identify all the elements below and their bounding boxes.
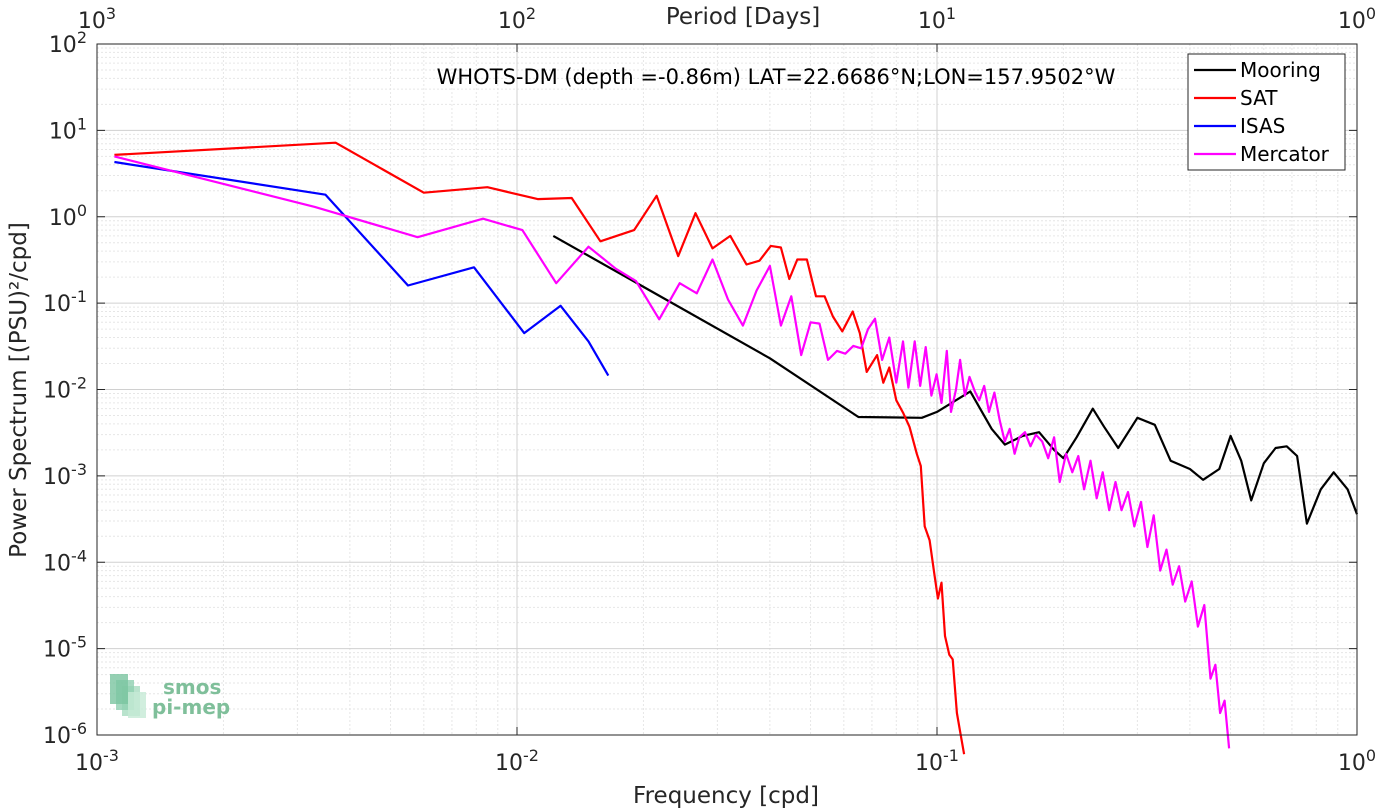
smos-pi-mep-logo: smos pi-mep xyxy=(110,674,230,719)
y-tick-label: 10-5 xyxy=(43,633,87,663)
legend-label-sat: SAT xyxy=(1240,86,1278,110)
y-tick-label: 101 xyxy=(49,114,87,144)
top-tick-label-base: 10 xyxy=(498,9,526,34)
series-line-isas xyxy=(114,160,610,377)
x-tick-label-base: 10 xyxy=(915,751,943,776)
y-tick-label-exponent: -5 xyxy=(71,633,87,652)
x-tick-label-exponent: 0 xyxy=(1366,746,1376,765)
top-tick-label-exponent: 0 xyxy=(1366,4,1376,23)
series-line-mooring xyxy=(552,234,1359,525)
top-axis-label: Period [Days] xyxy=(666,4,820,30)
y-tick-label: 102 xyxy=(49,28,87,58)
x-tick-label: 10-2 xyxy=(495,746,539,776)
series-line-mercator xyxy=(114,155,1231,749)
x-tick-label-base: 10 xyxy=(1338,751,1366,776)
y-tick-label-base: 10 xyxy=(43,724,71,749)
y-tick-label-exponent: -1 xyxy=(71,287,87,306)
chart-title: WHOTS-DM (depth =-0.86m) LAT=22.6686°N;L… xyxy=(437,65,1116,89)
y-tick-label-base: 10 xyxy=(43,465,71,490)
x-tick-label-exponent: -1 xyxy=(943,746,959,765)
y-tick-label-base: 10 xyxy=(49,119,77,144)
y-tick-label: 10-2 xyxy=(43,374,87,404)
top-tick-label-base: 10 xyxy=(1338,9,1366,34)
y-axis-label: Power Spectrum [(PSU)²/cpd] xyxy=(6,222,32,558)
top-tick-label-base: 10 xyxy=(78,9,106,34)
grid xyxy=(96,43,1358,736)
x-tick-label: 10-1 xyxy=(915,746,959,776)
top-tick-label-base: 10 xyxy=(918,9,946,34)
y-tick-label-exponent: -6 xyxy=(71,719,87,738)
legend-box xyxy=(1187,53,1346,171)
top-tick-label-exponent: 2 xyxy=(526,4,536,23)
legend-label-mooring: Mooring xyxy=(1240,58,1321,82)
top-tick-label: 101 xyxy=(918,4,956,34)
y-tick-label-exponent: 1 xyxy=(77,114,87,133)
legend-label-isas: ISAS xyxy=(1240,114,1285,138)
y-tick-label: 10-3 xyxy=(43,460,87,490)
series-line-sat xyxy=(114,141,966,755)
y-tick-label-exponent: -3 xyxy=(71,460,87,479)
y-tick-label: 10-1 xyxy=(43,287,87,317)
axes xyxy=(96,43,1358,736)
top-tick-label: 103 xyxy=(78,4,116,34)
y-tick-label-base: 10 xyxy=(43,551,71,576)
y-tick-label: 100 xyxy=(49,201,87,231)
y-tick-label-base: 10 xyxy=(43,638,71,663)
logo-text-line2: pi-mep xyxy=(152,695,230,719)
legend: Mooring SAT ISAS Mercator xyxy=(1187,53,1346,171)
y-tick-label-base: 10 xyxy=(43,292,71,317)
y-tick-label-exponent: -4 xyxy=(71,546,87,565)
y-tick-label-exponent: -2 xyxy=(71,374,87,393)
y-tick-label-exponent: 0 xyxy=(77,201,87,220)
legend-label-mercator: Mercator xyxy=(1240,142,1330,166)
top-tick-label-exponent: 3 xyxy=(106,4,116,23)
x-tick-label-exponent: -2 xyxy=(523,746,539,765)
x-tick-label: 10-3 xyxy=(75,746,119,776)
top-tick-label: 102 xyxy=(498,4,536,34)
x-tick-label-base: 10 xyxy=(495,751,523,776)
x-tick-label-exponent: -3 xyxy=(103,746,119,765)
x-tick-label: 100 xyxy=(1338,746,1376,776)
y-tick-label-base: 10 xyxy=(43,379,71,404)
x-tick-label-base: 10 xyxy=(75,751,103,776)
y-tick-label: 10-6 xyxy=(43,719,87,749)
x-axis-label: Frequency [cpd] xyxy=(633,783,819,809)
top-tick-label: 100 xyxy=(1338,4,1376,34)
y-tick-label: 10-4 xyxy=(43,546,87,576)
y-tick-label-exponent: 2 xyxy=(77,28,87,47)
series-lines xyxy=(114,141,1359,755)
logo-text-line1: smos xyxy=(163,675,221,699)
y-tick-label-base: 10 xyxy=(49,206,77,231)
top-tick-label-exponent: 1 xyxy=(946,4,956,23)
y-tick-label-base: 10 xyxy=(49,33,77,58)
